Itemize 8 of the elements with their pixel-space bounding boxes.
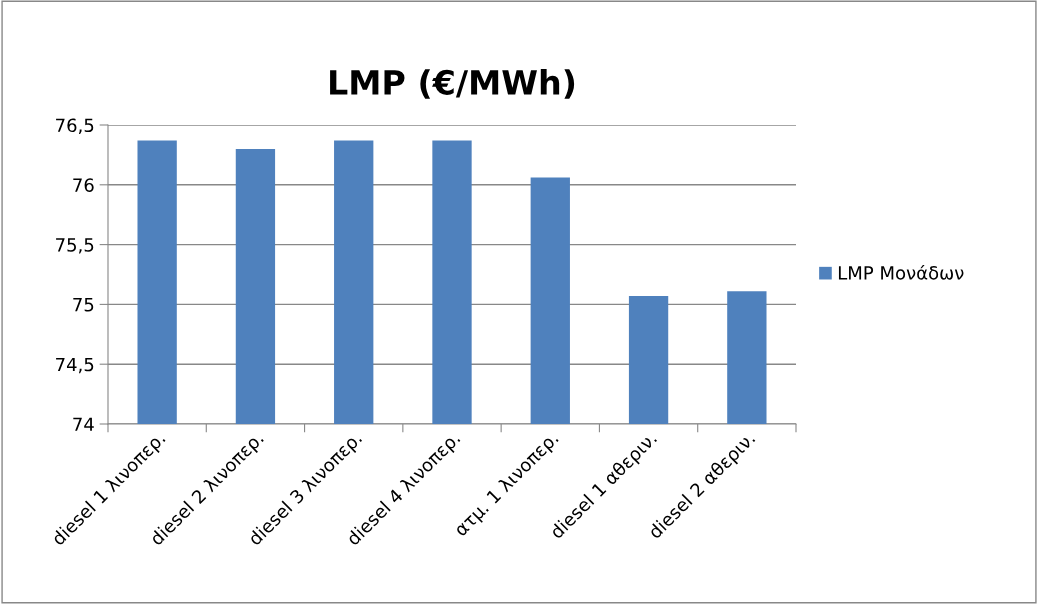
legend-label: LMP Μονάδων — [838, 265, 964, 280]
y-tick-label: 75,5 — [56, 238, 94, 254]
y-tick-label: 74 — [73, 417, 94, 431]
y-tick-label: 76,5 — [56, 118, 94, 134]
y-tick-label: 75 — [73, 298, 94, 312]
y-tick-label: 76 — [73, 178, 94, 192]
chart-title: LMP (€/MWh) — [330, 69, 575, 99]
y-tick-label: 74,5 — [56, 357, 94, 374]
